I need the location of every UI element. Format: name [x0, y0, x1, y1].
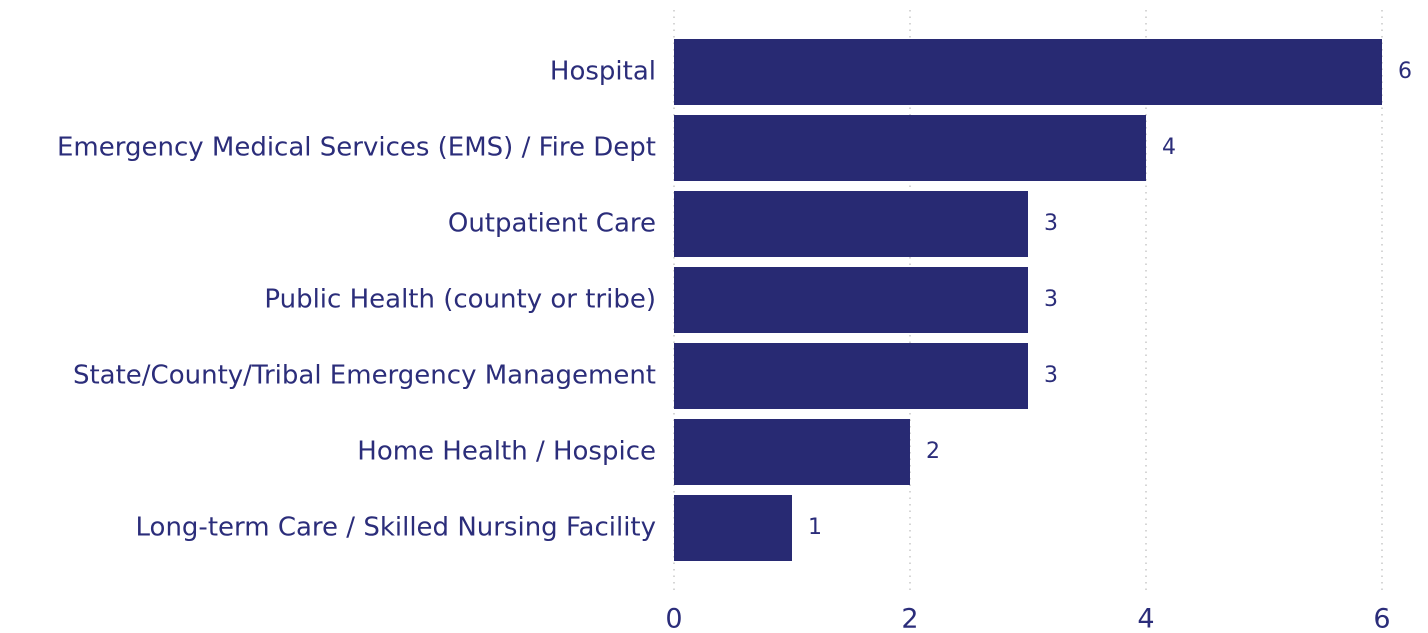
category-label: Outpatient Care	[448, 209, 656, 239]
x-tick-label: 6	[1373, 604, 1390, 633]
value-label: 3	[1044, 363, 1058, 388]
category-label: Long-term Care / Skilled Nursing Facilit…	[136, 513, 656, 543]
bar	[674, 115, 1146, 181]
bar	[674, 495, 792, 561]
value-label: 1	[808, 515, 822, 540]
value-label: 6	[1398, 59, 1412, 84]
bar	[674, 39, 1382, 105]
bar	[674, 419, 910, 485]
bar	[674, 267, 1028, 333]
x-tick-label: 4	[1137, 604, 1154, 633]
category-label: Public Health (county or tribe)	[264, 285, 656, 315]
x-tick-label: 2	[901, 604, 918, 633]
category-label: Hospital	[550, 57, 656, 87]
category-label: State/County/Tribal Emergency Management	[73, 361, 656, 391]
value-label: 3	[1044, 287, 1058, 312]
category-label: Emergency Medical Services (EMS) / Fire …	[57, 133, 656, 163]
value-label: 3	[1044, 211, 1058, 236]
value-label: 4	[1162, 135, 1176, 160]
bar	[674, 191, 1028, 257]
bar	[674, 343, 1028, 409]
x-tick-label: 0	[665, 604, 682, 633]
value-label: 2	[926, 439, 940, 464]
category-label: Home Health / Hospice	[357, 437, 656, 467]
